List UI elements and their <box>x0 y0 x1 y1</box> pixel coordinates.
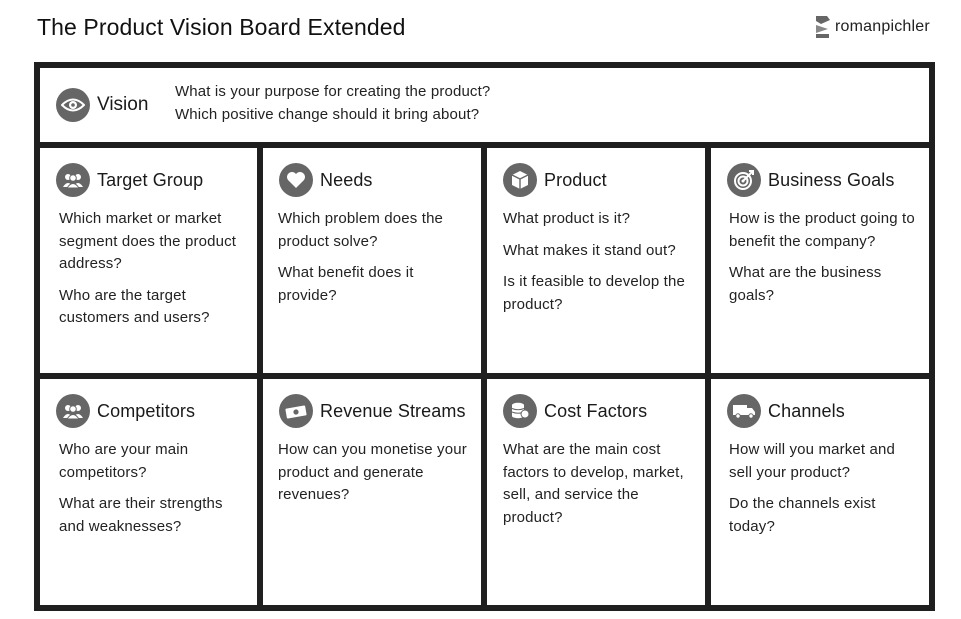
section-question: Who are the target customers and users? <box>59 286 210 327</box>
section-question: How is the product going to benefit the … <box>729 210 915 250</box>
section-question: Do the channels exist today? <box>729 495 876 535</box>
section-heading: Business Goals <box>768 169 895 190</box>
needs-box: Needs Which problem does the product sol… <box>263 148 481 373</box>
section-question: Which market or market segment does the … <box>59 210 237 272</box>
cost-factors-box: Cost Factors What are the main cost fact… <box>487 379 705 605</box>
section-question: Is it feasible to develop the product? <box>503 273 685 313</box>
brand-mark-icon <box>816 16 830 38</box>
product-box: Product What product is it? What makes i… <box>487 148 705 373</box>
brand-name: romanpichler <box>835 18 930 35</box>
section-question: What are the business goals? <box>729 264 882 304</box>
section-heading: Channels <box>768 400 845 421</box>
users-icon <box>56 394 90 428</box>
vision-heading: Vision <box>97 94 149 115</box>
section-heading: Revenue Streams <box>320 400 466 421</box>
section-question: What makes it stand out? <box>503 241 676 259</box>
section-heading: Target Group <box>97 169 204 190</box>
coins-icon <box>503 394 537 428</box>
money-icon <box>279 394 313 428</box>
section-question: What are their strengths and weaknesses? <box>59 495 223 535</box>
section-heading: Competitors <box>97 400 196 421</box>
section-heading: Needs <box>320 169 373 190</box>
target-group-box: Target Group Which market or market segm… <box>40 148 257 373</box>
vision-question: Which positive change should it bring ab… <box>175 106 480 123</box>
users-icon <box>56 163 90 197</box>
vision-board: Vision What is your purpose for creating… <box>34 62 935 611</box>
target-icon <box>727 163 761 197</box>
revenue-streams-box: Revenue Streams How can you monetise you… <box>263 379 481 605</box>
competitors-box: Competitors Who are your main competitor… <box>40 379 257 605</box>
section-question: Which problem does the product solve? <box>278 210 444 250</box>
vision-question: What is your purpose for creating the pr… <box>175 83 491 100</box>
section-question: What are the main cost factors to develo… <box>503 441 684 526</box>
vision-box: Vision What is your purpose for creating… <box>40 68 929 142</box>
section-question: What benefit does it provide? <box>278 264 414 304</box>
truck-icon <box>727 394 761 428</box>
box-icon <box>503 163 537 197</box>
page-title: The Product Vision Board Extended <box>37 14 406 40</box>
section-question: What product is it? <box>503 210 631 227</box>
brand-logo: romanpichler <box>815 15 930 39</box>
section-heading: Cost Factors <box>544 400 648 421</box>
eye-icon <box>56 88 90 122</box>
section-question: How will you market and sell your produc… <box>729 441 896 481</box>
section-heading: Product <box>544 169 607 190</box>
section-question: How can you monetise your product and ge… <box>278 441 467 503</box>
channels-box: Channels How will you market and sell yo… <box>711 379 929 605</box>
section-question: Who are your main competitors? <box>59 441 189 481</box>
heart-icon <box>279 163 313 197</box>
business-goals-box: Business Goals How is the product going … <box>711 148 929 373</box>
